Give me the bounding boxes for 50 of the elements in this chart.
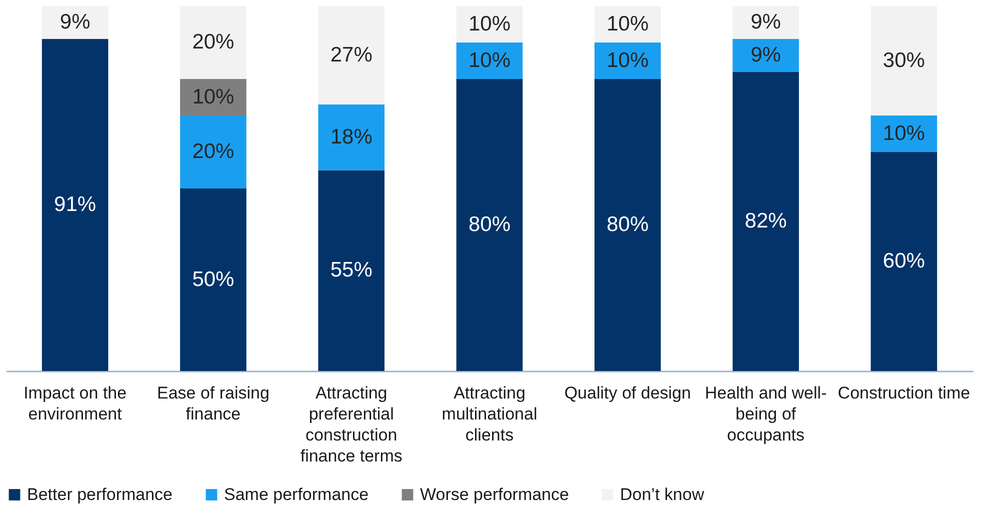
data-label: 27% — [330, 43, 372, 66]
bar — [180, 79, 246, 116]
x-tick-label: Health and well-being of occupants — [704, 384, 827, 444]
legend-label: Don’t know — [620, 484, 705, 504]
bar — [42, 38, 108, 371]
bar — [732, 38, 799, 72]
bar — [732, 6, 799, 39]
bar — [318, 6, 385, 105]
data-label: 10% — [606, 48, 649, 72]
data-label: 91% — [54, 192, 96, 216]
data-label: 10% — [468, 48, 511, 72]
bar — [180, 6, 246, 79]
bar — [594, 79, 661, 371]
data-label: 10% — [606, 12, 649, 36]
legend-label: Same performance — [224, 484, 369, 504]
x-tick-label: Quality of design — [564, 384, 691, 402]
data-label: 80% — [468, 213, 511, 236]
bar — [180, 116, 246, 188]
x-tick-label: Ease of raising finance — [156, 384, 270, 424]
bar — [318, 170, 385, 371]
data-label: 30% — [882, 48, 925, 72]
legend-label: Better performance — [27, 484, 173, 504]
x-tick-label: Construction time — [838, 384, 970, 402]
data-label: 10% — [882, 122, 925, 145]
data-label: 9% — [750, 43, 781, 66]
data-label: 55% — [330, 258, 372, 282]
data-label: 50% — [192, 268, 234, 291]
bar — [594, 42, 661, 79]
bar — [870, 152, 938, 371]
x-tick-label: Attracting preferential construction finance terms — [300, 384, 402, 466]
data-label: 20% — [192, 30, 234, 54]
data-label: 80% — [606, 213, 649, 236]
data-label: 9% — [750, 10, 781, 34]
x-tick-label: Attracting multinational clients — [442, 384, 538, 444]
bar — [732, 72, 799, 371]
data-label: 9% — [60, 10, 90, 34]
data-label: 60% — [882, 250, 925, 272]
x-tick-label: Impact on the environment — [24, 384, 127, 424]
legend-label: Worse performance — [420, 484, 569, 504]
data-label: 10% — [192, 85, 234, 108]
bar — [318, 104, 385, 170]
bar — [42, 6, 108, 39]
data-label: 20% — [192, 140, 234, 163]
bar — [594, 6, 661, 42]
bar — [180, 188, 246, 371]
data-label: 18% — [330, 125, 372, 148]
bar — [456, 79, 523, 371]
data-label: 82% — [744, 209, 787, 232]
data-label: 10% — [468, 12, 511, 36]
bar — [870, 6, 938, 116]
